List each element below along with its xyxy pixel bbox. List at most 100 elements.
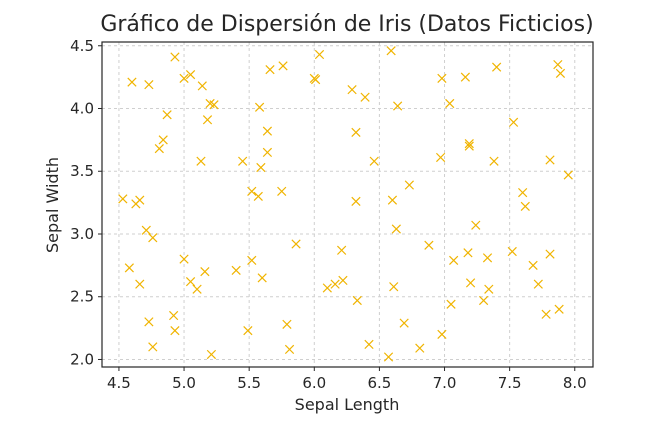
y-tick-label: 4.5 <box>70 37 94 55</box>
data-point <box>162 110 172 120</box>
data-point <box>464 139 474 149</box>
data-point <box>520 201 530 212</box>
data-point <box>337 245 347 255</box>
data-point <box>360 92 370 102</box>
data-point <box>389 282 399 292</box>
data-point <box>144 80 154 90</box>
x-axis-label: Sepal Length <box>295 395 400 414</box>
data-point <box>446 299 456 309</box>
data-point <box>231 265 241 276</box>
data-point <box>491 62 502 72</box>
x-tick-label: 4.5 <box>107 374 131 392</box>
data-point <box>202 115 213 125</box>
data-point <box>127 77 137 87</box>
data-point <box>257 273 267 283</box>
data-point <box>424 240 434 250</box>
data-point <box>393 101 403 111</box>
data-point <box>463 248 473 258</box>
data-point <box>209 100 219 110</box>
data-point <box>465 278 476 288</box>
x-tick-label: 5.0 <box>172 374 196 392</box>
data-point <box>351 127 361 137</box>
data-point <box>135 279 145 289</box>
x-tick-label: 7.5 <box>498 374 522 392</box>
data-point <box>169 310 179 321</box>
data-point <box>464 141 474 151</box>
data-point <box>528 260 538 270</box>
data-point <box>170 52 180 62</box>
data-point <box>555 68 566 78</box>
y-tick-label: 4.0 <box>70 100 94 118</box>
data-point <box>364 339 374 350</box>
data-point <box>277 186 287 196</box>
data-point <box>135 195 145 205</box>
chart-title: Gráfico de Dispersión de Iris (Datos Fic… <box>100 12 593 37</box>
x-tick-label: 6.0 <box>302 374 326 392</box>
data-point <box>369 156 379 166</box>
x-tick-label: 8.0 <box>563 374 587 392</box>
data-point <box>141 225 151 235</box>
data-point <box>482 253 493 263</box>
x-tick-label: 7.0 <box>433 374 457 392</box>
data-point <box>185 70 196 80</box>
data-point <box>545 155 555 165</box>
data-point <box>238 156 248 166</box>
grid <box>102 42 593 367</box>
data-point <box>206 349 217 360</box>
data-point <box>563 170 573 180</box>
y-tick-label: 3.5 <box>70 162 94 180</box>
data-point <box>179 73 189 84</box>
data-point <box>404 180 414 190</box>
y-axis-label: Sepal Width <box>43 157 62 253</box>
data-point <box>386 46 396 56</box>
y-tick-label: 2.5 <box>70 288 94 306</box>
data-point <box>449 255 459 265</box>
data-point <box>154 144 164 154</box>
data-point <box>284 344 295 355</box>
data-point <box>330 279 340 289</box>
y-axis-ticks: 2.0 2.5 3.0 3.5 4.0 4.5 <box>70 37 102 368</box>
data-point <box>533 279 543 289</box>
data-point <box>554 304 564 314</box>
data-point <box>192 284 202 294</box>
data-point <box>170 325 180 336</box>
data-point <box>489 156 499 166</box>
data-point <box>399 318 409 328</box>
y-tick-label: 2.0 <box>70 350 94 368</box>
data-point <box>118 194 128 204</box>
data-point <box>553 59 563 70</box>
data-point <box>144 317 154 327</box>
data-point <box>243 325 253 336</box>
data-point <box>322 283 332 293</box>
data-point <box>247 255 257 265</box>
data-point <box>460 72 470 82</box>
data-points <box>118 46 573 362</box>
data-point <box>471 220 481 230</box>
data-point <box>200 267 210 277</box>
data-point <box>310 75 321 85</box>
plot-frame <box>101 41 594 368</box>
data-point <box>148 233 158 243</box>
data-point <box>352 295 362 306</box>
data-point <box>387 195 398 205</box>
data-point <box>541 309 551 319</box>
data-point <box>185 277 196 287</box>
data-point <box>262 147 273 158</box>
data-point <box>278 61 288 71</box>
data-point <box>338 275 348 286</box>
x-tick-label: 5.5 <box>237 374 261 392</box>
x-tick-label: 6.5 <box>367 374 391 392</box>
data-point <box>197 81 207 91</box>
data-point <box>282 319 292 329</box>
data-point <box>507 246 517 257</box>
data-point <box>196 156 206 166</box>
data-point <box>484 284 494 294</box>
data-point <box>247 186 257 196</box>
data-point <box>435 152 446 163</box>
data-point <box>347 85 357 95</box>
data-point <box>437 73 447 84</box>
data-point <box>351 196 361 206</box>
data-point <box>391 224 401 234</box>
data-point <box>253 191 263 201</box>
